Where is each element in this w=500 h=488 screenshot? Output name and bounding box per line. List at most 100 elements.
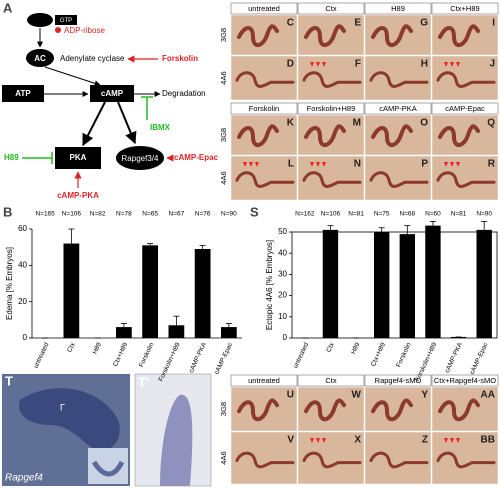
- arrowhead: [450, 62, 454, 67]
- camp-pka-label: cAMP-PKA: [57, 191, 99, 200]
- label-box: [431, 102, 499, 115]
- n-label: N=90: [221, 211, 237, 218]
- x-tick-label: cAMP-Epac: [469, 341, 490, 376]
- embryo: [19, 388, 120, 451]
- label-box: [230, 2, 298, 15]
- row-label: 3G8: [219, 28, 228, 42]
- embryo: [369, 71, 429, 88]
- arrowhead: [310, 438, 314, 443]
- adp-dot: [55, 27, 61, 33]
- embryo: [371, 24, 413, 47]
- n-label: N=106: [62, 211, 82, 218]
- panel-letter: F: [355, 59, 361, 70]
- embryo: [237, 398, 279, 422]
- column-label: H89: [391, 4, 405, 13]
- embryo: [369, 171, 429, 188]
- embryo: [235, 451, 295, 469]
- n-label: N=76: [195, 211, 211, 218]
- panel-letter: T': [138, 374, 149, 389]
- arrowhead: [322, 162, 326, 167]
- bar: [168, 325, 185, 338]
- n-label: N=68: [399, 211, 415, 218]
- pka-node: [55, 147, 101, 169]
- embryo: [436, 451, 496, 469]
- embryo: [237, 24, 279, 47]
- y-tick-label: 40: [18, 260, 27, 269]
- embryo: [304, 398, 346, 422]
- photo: [364, 431, 432, 485]
- rapgef-node: [116, 146, 164, 170]
- column-label: Rapgef4-sMO: [375, 376, 422, 385]
- panel-letter: J: [489, 59, 495, 70]
- bar: [142, 245, 158, 338]
- ac-label: AC: [34, 54, 46, 63]
- arrowhead: [316, 438, 320, 443]
- arrowhead: [255, 162, 259, 167]
- rapgef-label: Rapgef3/4: [122, 154, 159, 163]
- n-label: N=81: [451, 211, 467, 218]
- panel-letter: T: [5, 373, 13, 388]
- degradation-label: Degradation: [162, 89, 206, 98]
- panel-letter: K: [287, 118, 295, 129]
- bar: [450, 336, 467, 338]
- embryo: [302, 71, 362, 88]
- column-label: Forskolin+H89: [307, 104, 356, 113]
- column-label: Ctx+H89: [450, 4, 479, 13]
- column-label: cAMP-Epac: [445, 104, 485, 113]
- camp-node: [90, 85, 134, 102]
- photo: [230, 431, 298, 485]
- x-tick-label: Ctx+H89: [370, 341, 387, 367]
- y-tick-label: 0: [23, 333, 28, 342]
- camp-epac-label: cAMP-Epac: [174, 153, 219, 162]
- embryo: [235, 171, 295, 188]
- embryo: [302, 171, 362, 188]
- panel-t: T Γ Rapgef4 T': [2, 373, 212, 487]
- panel-letter: U: [287, 390, 294, 401]
- x-tick-label: cAMP-PKA: [188, 341, 208, 374]
- panel-letter: Q: [487, 118, 495, 129]
- arrowhead: [444, 62, 448, 67]
- h89-label: H89: [4, 153, 19, 162]
- y-tick-label: 10: [278, 312, 287, 321]
- x-tick-label: untreated: [292, 341, 310, 369]
- atp-node: [2, 85, 44, 102]
- label-box: [431, 374, 499, 387]
- panel-letter: W: [352, 390, 362, 401]
- y-tick-label: 20: [18, 297, 27, 306]
- arrow: [82, 101, 106, 147]
- n-label: N=67: [169, 211, 185, 218]
- embryo: [302, 451, 362, 469]
- forskolin-label: Forskolin: [162, 54, 198, 63]
- bar: [194, 248, 211, 338]
- plot-frame: [291, 231, 498, 339]
- embryo: [369, 451, 429, 469]
- n-label: N=82: [90, 211, 106, 218]
- row-label: 4A6: [219, 171, 228, 184]
- x-tick-label: H89: [350, 341, 362, 355]
- bar: [374, 232, 390, 338]
- panel-letter: I: [492, 18, 495, 29]
- embryo: [438, 24, 480, 47]
- panel-letter: X: [354, 435, 361, 446]
- n-label: N=75: [374, 211, 390, 218]
- bar: [425, 225, 441, 338]
- panel-letter: N: [354, 159, 361, 170]
- panel-letter: AA: [481, 390, 495, 401]
- x-tick-label: cAMP-PKA: [444, 341, 464, 374]
- embryo: [371, 124, 413, 147]
- n-label: N=60: [425, 211, 441, 218]
- n-label: N=65: [142, 211, 158, 218]
- panel-letter: L: [288, 159, 294, 170]
- x-tick-label: Ctx+H89: [112, 341, 129, 367]
- n-label: N=78: [116, 211, 132, 218]
- bar: [221, 327, 237, 338]
- arrowhead: [450, 162, 454, 167]
- y-tick-label: 0: [283, 333, 288, 342]
- row-label: 3G8: [219, 402, 228, 416]
- arrowhead: [322, 62, 326, 67]
- panel-letter: A: [3, 0, 13, 15]
- arrowhead: [310, 162, 314, 167]
- panel-letter: Y: [421, 390, 428, 401]
- embryo: [304, 124, 346, 147]
